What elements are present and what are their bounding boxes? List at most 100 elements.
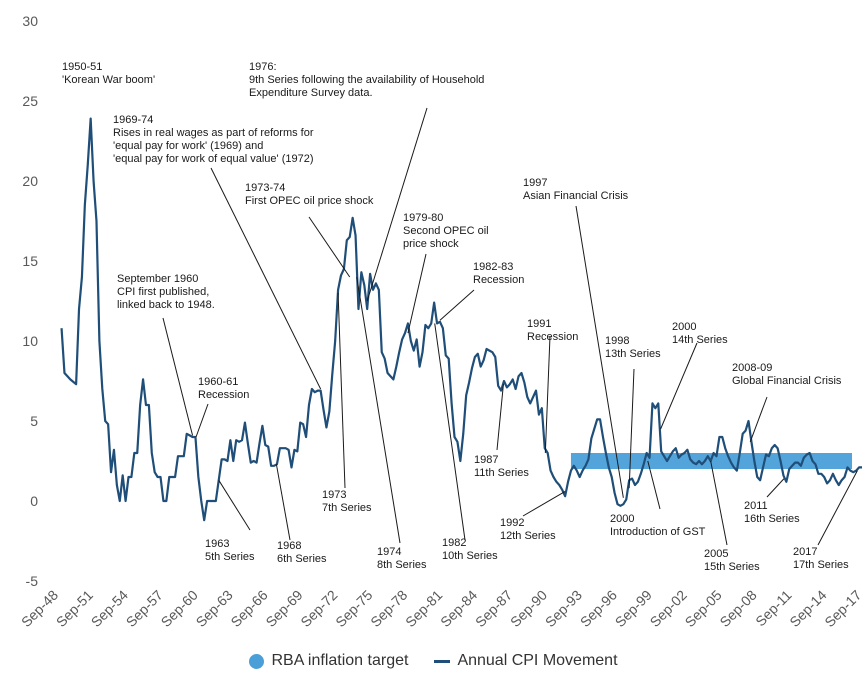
y-tick-label: 5 [30,413,38,429]
legend-item-target[interactable]: RBA inflation target [249,652,408,670]
annotation-leader-line [439,289,475,321]
annotation-line: 10th Series [442,550,498,562]
annotation-line: 5th Series [205,551,255,563]
annotation-text: 1987 11th Series [474,454,529,479]
annotation-text: 1976: 9th Series following the availabili… [249,61,484,99]
annotation: 2000 14th Series [672,321,728,346]
annotation-leader-line [407,253,427,334]
annotation: 1969-74 Rises in real wages as part of re… [113,114,314,165]
cpi-line-layer [60,117,863,522]
annotation-leader-line [522,490,566,517]
annotation-line: 1991 [527,318,551,330]
legend-item-cpi[interactable]: Annual CPI Movement [434,652,618,670]
annotation: 1974 8th Series [377,546,427,571]
x-tick-label: Sep-17 [821,587,864,630]
annotation: 1963 5th Series [205,538,255,563]
annotation: 1992 12th Series [500,517,556,542]
annotation-line: Recession [527,331,578,343]
annotation-line: 1982-83 [473,261,513,273]
annotation-line: Recession [198,389,249,401]
annotation-text: 1968 6th Series [277,540,327,565]
y-tick-label: 15 [22,253,38,269]
annotation: 1979-80 Second OPEC oil price shock [403,212,489,250]
annotation-line: 17th Series [793,559,849,571]
annotation: 1976: 9th Series following the availabili… [249,61,484,99]
annotation-line: 1982 [442,537,466,549]
annotation: 2005 15th Series [704,548,760,573]
x-tick-label: Sep-48 [18,587,61,630]
annotation-line: 12th Series [500,530,556,542]
annotation-text: 2017 17th Series [793,546,849,571]
x-tick-label: Sep-69 [262,587,305,630]
annotation: 1982-83 Recession [473,261,524,286]
annotation-text: 2008-09 Global Financial Crisis [732,362,842,387]
annotation-text: 1979-80 Second OPEC oil price shock [403,212,489,250]
annotation-line: 2000 [610,513,634,525]
annotation-leader-line [544,335,551,454]
annotation: 1968 6th Series [277,540,327,565]
annotation-line: 1974 [377,546,401,558]
x-tick-label: Sep-66 [227,587,270,630]
annotation-line: Expenditure Survey data. [249,87,373,99]
x-tick-label: Sep-87 [472,587,515,630]
annotation: September 1960 CPI first published, linked… [117,273,215,311]
x-tick-label: Sep-02 [647,587,690,630]
x-tick-label: Sep-84 [437,587,480,630]
annotation: 1987 11th Series [474,454,529,479]
annotation-line: 2017 [793,546,817,558]
annotation: 1973-74 First OPEC oil price shock [245,182,374,207]
annotation-line: 1950-51 [62,61,102,73]
annotation: 1998 13th Series [605,335,661,360]
x-tick-label: Sep-11 [752,587,795,630]
annotation: 2008-09 Global Financial Crisis [732,362,842,387]
x-tick-label: Sep-05 [682,587,725,630]
annotation-text: 2005 15th Series [704,548,760,573]
y-tick-label: 0 [30,493,38,509]
annotation-leader-line [660,342,698,430]
annotation-text: 1960-61 Recession [198,376,249,401]
x-tick-label: Sep-75 [332,587,375,630]
annotation-line: 1963 [205,538,229,550]
annotation: 1997 Asian Financial Crisis [523,177,629,202]
y-tick-label: -5 [26,573,39,589]
annotation-leader-line [749,396,768,442]
annotation-line: 2011 [744,500,768,512]
x-tick-label: Sep-63 [193,587,236,630]
annotation-line: 2008-09 [732,362,772,374]
annotation-line: 1976: [249,61,277,73]
annotation: 2000 Introduction of GST [610,513,706,538]
line-swatch-icon [434,659,451,663]
annotation-line: Introduction of GST [610,526,706,538]
annotation-line: Asian Financial Crisis [523,190,629,202]
target-swatch-icon [249,653,265,669]
annotation-leader-line [366,107,428,302]
annotation-line: 'Korean War boom' [62,74,155,86]
annotation-leader-line [210,167,322,390]
x-tick-label: Sep-99 [612,587,655,630]
annotations: 1950-51 'Korean War boom' 1976: 9th Series … [62,61,849,573]
annotation-line: 1969-74 [113,114,153,126]
annotation-leader-line [195,403,209,438]
annotation-line: 1987 [474,454,498,466]
legend: RBA inflation target Annual CPI Movement [0,652,867,670]
annotation: 1982 10th Series [442,537,498,562]
annotation-leader-line [575,205,624,498]
x-tick-label: Sep-51 [53,587,96,630]
annotation-line: September 1960 [117,273,198,285]
annotation-text: 1950-51 'Korean War boom' [62,61,155,86]
x-tick-label: Sep-60 [158,587,201,630]
y-tick-label: 20 [22,173,38,189]
annotation-line: 6th Series [277,553,327,565]
annotation-leader-line [275,464,291,541]
annotation-line: Recession [473,274,524,286]
annotation-line: 8th Series [377,559,427,571]
annotation-line: 16th Series [744,513,800,525]
annotation: 1950-51 'Korean War boom' [62,61,155,86]
x-tick-label: Sep-78 [367,587,410,630]
y-tick-label: 10 [22,333,38,349]
annotation-text: 1969-74 Rises in real wages as part of re… [113,114,314,165]
annotation-line: 1973-74 [245,182,285,194]
annotation-leader-line [628,368,635,489]
annotation-leader-line [434,323,466,541]
annotation-line: Second OPEC oil [403,225,489,237]
